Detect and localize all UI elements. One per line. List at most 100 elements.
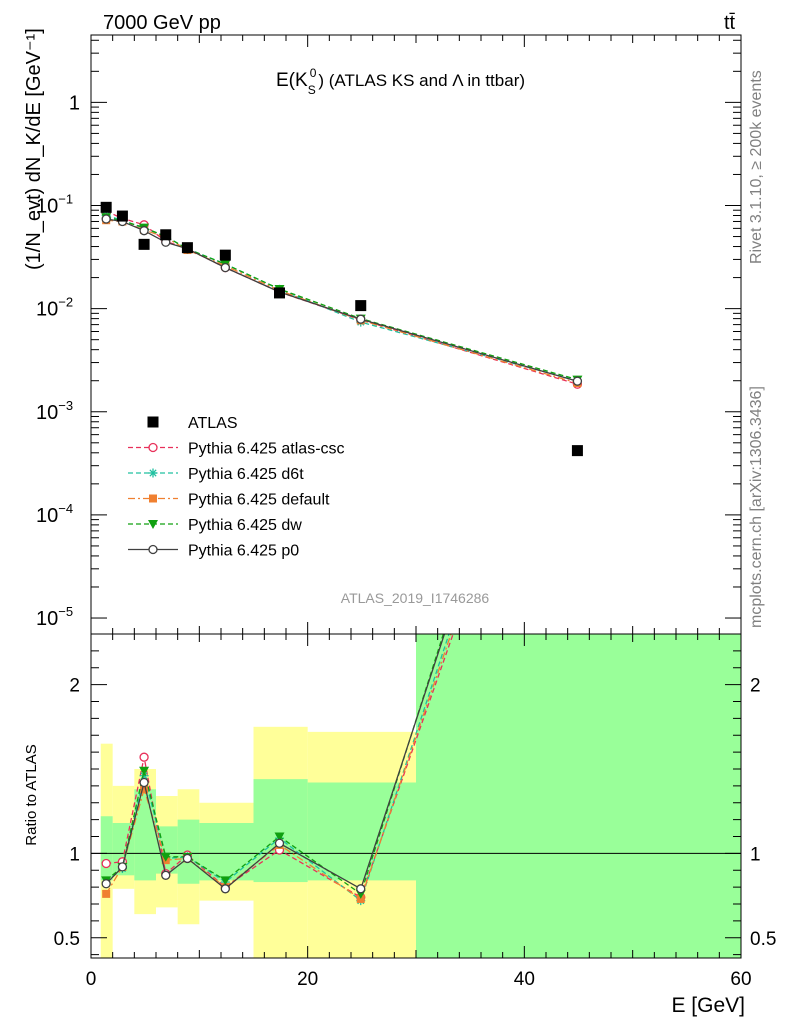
x-tick-label-40: 40 <box>514 969 535 990</box>
point-ATLAS-7 <box>355 300 367 312</box>
legend-marker-5 <box>148 544 158 555</box>
y-tick-base--2: 10 <box>36 299 58 321</box>
x-axis-label: E [GeV] <box>671 994 745 1017</box>
series-line-atlas-csc <box>105 210 578 385</box>
chart-title-rest: ) (ATLAS KS and Λ in ttbar) <box>318 71 525 90</box>
ratio-point-default-7 <box>356 894 365 903</box>
x-tick-label-20: 20 <box>297 969 318 990</box>
header-collision: 7000 GeV pp <box>103 12 221 34</box>
header-process: tt̄ <box>724 12 736 34</box>
x-tick-label-0: 0 <box>86 969 97 990</box>
ratio-point-p0-7 <box>356 884 366 894</box>
y-axis-label-main: (1/N_evt) dN_K/dE [GeV⁻¹] <box>23 28 45 270</box>
ratio-point-p0-6 <box>274 838 285 848</box>
y-tick-label--3: 10−3 <box>36 398 73 424</box>
legend-marker-3 <box>149 494 157 503</box>
x-tick-label-60: 60 <box>730 969 751 990</box>
ratio-bands <box>100 634 741 958</box>
ratio-point-atlas-csc-2 <box>139 752 149 762</box>
green-band-3 <box>156 826 178 874</box>
side-label-rivet: Rivet 3.1.10, ≥ 200k events <box>748 70 765 264</box>
y-tick-label-0: 1 <box>69 92 80 114</box>
ratio-tick-label-left-2: 2 <box>69 676 80 697</box>
series-atlas-csc <box>101 206 583 389</box>
y-tick-exp--1: −1 <box>58 191 73 206</box>
green-band-7 <box>307 782 416 881</box>
point-ATLAS-5 <box>219 249 231 261</box>
y-tick-exp--2: −2 <box>58 295 73 310</box>
y-axis-label-ratio: Ratio to ATLAS <box>23 744 40 845</box>
point-ATLAS-4 <box>181 242 193 254</box>
legend-label-0: ATLAS <box>188 415 238 432</box>
series-line-d6t <box>106 214 578 382</box>
legend-label-4: Pythia 6.425 dw <box>188 517 302 534</box>
ratio-point-atlas-csc-0 <box>101 858 111 869</box>
series-dw <box>101 213 583 385</box>
y-tick-label--2: 10−2 <box>36 295 73 321</box>
ratio-point-p0-0 <box>101 879 111 889</box>
ratio-tick-label-right-1: 1 <box>750 844 761 865</box>
legend-marker-4 <box>148 520 158 529</box>
ratio-point-dw-2 <box>139 766 150 776</box>
ratio-tick-label-right-0.5: 0.5 <box>750 929 776 950</box>
ratio-point-default-2 <box>140 785 149 794</box>
ratio-tick-label-left-1: 1 <box>69 844 80 865</box>
point-p0-7 <box>356 314 366 324</box>
ratio-point-default-0 <box>102 889 111 898</box>
green-band-8 <box>416 634 741 958</box>
legend-marker-0 <box>147 416 159 428</box>
ratio-point-p0-2 <box>139 777 149 788</box>
ratio-tick-label-left-0.5: 0.5 <box>54 929 80 950</box>
y-tick-exp--4: −4 <box>58 501 73 516</box>
ratio-tick-label-right-2: 2 <box>750 676 761 697</box>
side-label-mcplots: mcplots.cern.ch [arXiv:1306.3436] <box>748 386 765 628</box>
point-ATLAS-0 <box>100 201 112 213</box>
series-d6t <box>101 210 582 386</box>
chart-title: E(KS 0) (ATLAS KS and Λ in ttbar) <box>276 66 525 97</box>
y-tick-base--5: 10 <box>36 608 58 630</box>
legend-label-1: Pythia 6.425 atlas-csc <box>188 441 345 458</box>
ratio-point-dw-5 <box>220 876 231 886</box>
chart-title-sub: S <box>308 83 316 97</box>
ratio-point-p0-3 <box>161 870 171 880</box>
point-ATLAS-8 <box>571 445 583 457</box>
y-tick-label--1: 10−1 <box>36 191 73 217</box>
ratio-panel <box>91 634 741 906</box>
ratio-line-atlas-csc <box>106 634 454 899</box>
ratio-point-dw-6 <box>274 832 285 842</box>
point-ATLAS-3 <box>160 229 172 241</box>
series-ATLAS <box>100 201 583 457</box>
point-ATLAS-2 <box>138 238 150 250</box>
green-band-6 <box>253 779 308 883</box>
legend-label-5: Pythia 6.425 p0 <box>188 543 299 560</box>
y-tick-exp--5: −5 <box>58 604 73 619</box>
ratio-line-dw <box>105 634 445 895</box>
analysis-id: ATLAS_2019_I1746286 <box>341 590 490 606</box>
point-ATLAS-6 <box>274 287 285 299</box>
point-p0-8 <box>572 376 583 386</box>
legend-label-3: Pythia 6.425 default <box>188 492 330 509</box>
ratio-point-p0-1 <box>117 862 128 872</box>
series-line-dw <box>106 216 578 381</box>
point-p0-2 <box>139 226 149 236</box>
ratio-point-dw-3 <box>160 852 171 862</box>
legend-marker-1 <box>148 442 158 453</box>
legend-marker-2 <box>148 468 158 478</box>
point-p0-5 <box>220 262 230 273</box>
point-p0-0 <box>101 214 111 224</box>
main-panel <box>100 201 583 457</box>
point-ATLAS-1 <box>116 210 128 222</box>
y-tick-base--4: 10 <box>36 505 58 527</box>
series-line-default <box>106 219 578 384</box>
y-tick-base--1: 10 <box>36 195 58 217</box>
legend-marker-2-d2 <box>149 469 157 477</box>
y-tick-exp--3: −3 <box>58 398 73 413</box>
y-tick-label--4: 10−4 <box>36 501 73 527</box>
chart-title-main: E(K <box>276 70 308 91</box>
legend: ATLAS Pythia 6.425 atlas-csc Pythia 6.425 … <box>128 415 345 560</box>
y-tick-base--3: 10 <box>36 402 58 424</box>
ratio-point-p0-5 <box>220 884 230 894</box>
ratio-series-p0 <box>101 634 446 894</box>
legend-label-2: Pythia 6.425 d6t <box>188 466 304 483</box>
